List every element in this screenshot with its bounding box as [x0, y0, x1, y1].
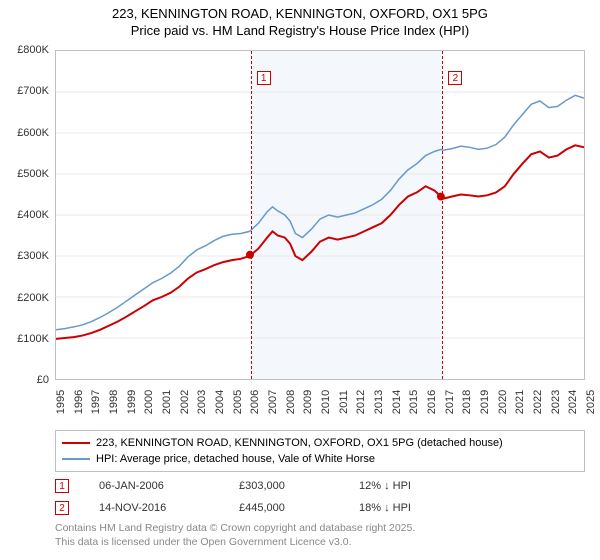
copyright-line-2: This data is licensed under the Open Gov…: [55, 536, 415, 550]
datapoint-row: 2 14-NOV-2016 £445,000 18% ↓ HPI: [55, 497, 585, 519]
x-tick-label: 2009: [302, 390, 314, 414]
x-tick-label: 2014: [391, 390, 403, 414]
y-tick-label: £300K: [17, 250, 49, 262]
legend-item: HPI: Average price, detached house, Vale…: [62, 451, 578, 467]
datapoint-marker: 2: [55, 501, 69, 515]
series-hpi: [56, 95, 584, 329]
y-axis: £0£100K£200K£300K£400K£500K£600K£700K£80…: [0, 50, 52, 380]
x-tick-label: 2003: [196, 390, 208, 414]
sale-datapoints: 1 06-JAN-2006 £303,000 12% ↓ HPI 2 14-NOV-201…: [55, 475, 585, 519]
y-tick-label: £800K: [17, 44, 49, 56]
x-tick-label: 2006: [249, 390, 261, 414]
x-tick-label: 2004: [214, 390, 226, 414]
chart-title: 223, KENNINGTON ROAD, KENNINGTON, OXFORD…: [0, 0, 600, 40]
x-tick-label: 2010: [320, 390, 332, 414]
chart-container: 223, KENNINGTON ROAD, KENNINGTON, OXFORD…: [0, 0, 600, 560]
x-tick-label: 2012: [355, 390, 367, 414]
legend-item: 223, KENNINGTON ROAD, KENNINGTON, OXFORD…: [62, 435, 578, 451]
legend-swatch: [62, 442, 90, 444]
sale-marker-line: [442, 51, 443, 379]
x-tick-label: 2005: [232, 390, 244, 414]
x-tick-label: 1999: [126, 390, 138, 414]
y-tick-label: £500K: [17, 168, 49, 180]
legend-label: HPI: Average price, detached house, Vale…: [96, 453, 375, 465]
y-tick-label: £0: [37, 374, 49, 386]
sale-marker-line: [251, 51, 252, 379]
x-tick-label: 2000: [143, 390, 155, 414]
datapoint-delta: 18% ↓ HPI: [359, 502, 411, 514]
legend: 223, KENNINGTON ROAD, KENNINGTON, OXFORD…: [55, 430, 585, 472]
x-tick-label: 2008: [285, 390, 297, 414]
x-tick-label: 2017: [444, 390, 456, 414]
x-tick-label: 1995: [55, 390, 67, 414]
y-tick-label: £700K: [17, 85, 49, 97]
x-tick-label: 2024: [567, 390, 579, 414]
x-tick-label: 2002: [179, 390, 191, 414]
y-tick-label: £200K: [17, 292, 49, 304]
x-tick-label: 1998: [108, 390, 120, 414]
chart-svg: [56, 51, 584, 379]
datapoint-marker: 1: [55, 479, 69, 493]
y-tick-label: £400K: [17, 209, 49, 221]
copyright: Contains HM Land Registry data © Crown c…: [55, 522, 415, 549]
plot-area: 12: [55, 50, 585, 380]
datapoint-price: £445,000: [239, 502, 329, 514]
x-tick-label: 2019: [479, 390, 491, 414]
x-axis: 1995 1996 1997 1998 1999 2000 2001 2002 2003 2004…: [55, 384, 585, 424]
copyright-line-1: Contains HM Land Registry data © Crown c…: [55, 522, 415, 536]
x-tick-label: 2011: [338, 390, 350, 414]
x-tick-label: 2013: [373, 390, 385, 414]
x-tick-label: 2025: [585, 390, 597, 414]
datapoint-date: 14-NOV-2016: [99, 502, 209, 514]
x-tick-label: 1996: [73, 390, 85, 414]
x-tick-label: 2001: [161, 390, 173, 414]
datapoint-row: 1 06-JAN-2006 £303,000 12% ↓ HPI: [55, 475, 585, 497]
x-tick-label: 2015: [408, 390, 420, 414]
legend-swatch: [62, 458, 90, 460]
datapoint-price: £303,000: [239, 480, 329, 492]
title-line-1: 223, KENNINGTON ROAD, KENNINGTON, OXFORD…: [0, 6, 600, 23]
x-tick-label: 2023: [550, 390, 562, 414]
x-tick-label: 1997: [90, 390, 102, 414]
sale-marker-badge: 1: [257, 71, 271, 85]
sale-marker-badge: 2: [448, 71, 462, 85]
datapoint-delta: 12% ↓ HPI: [359, 480, 411, 492]
y-tick-label: £600K: [17, 127, 49, 139]
x-tick-label: 2022: [532, 390, 544, 414]
sale-dot: [437, 193, 445, 201]
x-tick-label: 2007: [267, 390, 279, 414]
x-tick-label: 2020: [497, 390, 509, 414]
datapoint-date: 06-JAN-2006: [99, 480, 209, 492]
x-tick-label: 2016: [426, 390, 438, 414]
x-tick-label: 2018: [461, 390, 473, 414]
x-tick-label: 2021: [514, 390, 526, 414]
y-tick-label: £100K: [17, 333, 49, 345]
title-line-2: Price paid vs. HM Land Registry's House …: [0, 23, 600, 40]
legend-label: 223, KENNINGTON ROAD, KENNINGTON, OXFORD…: [96, 437, 503, 449]
